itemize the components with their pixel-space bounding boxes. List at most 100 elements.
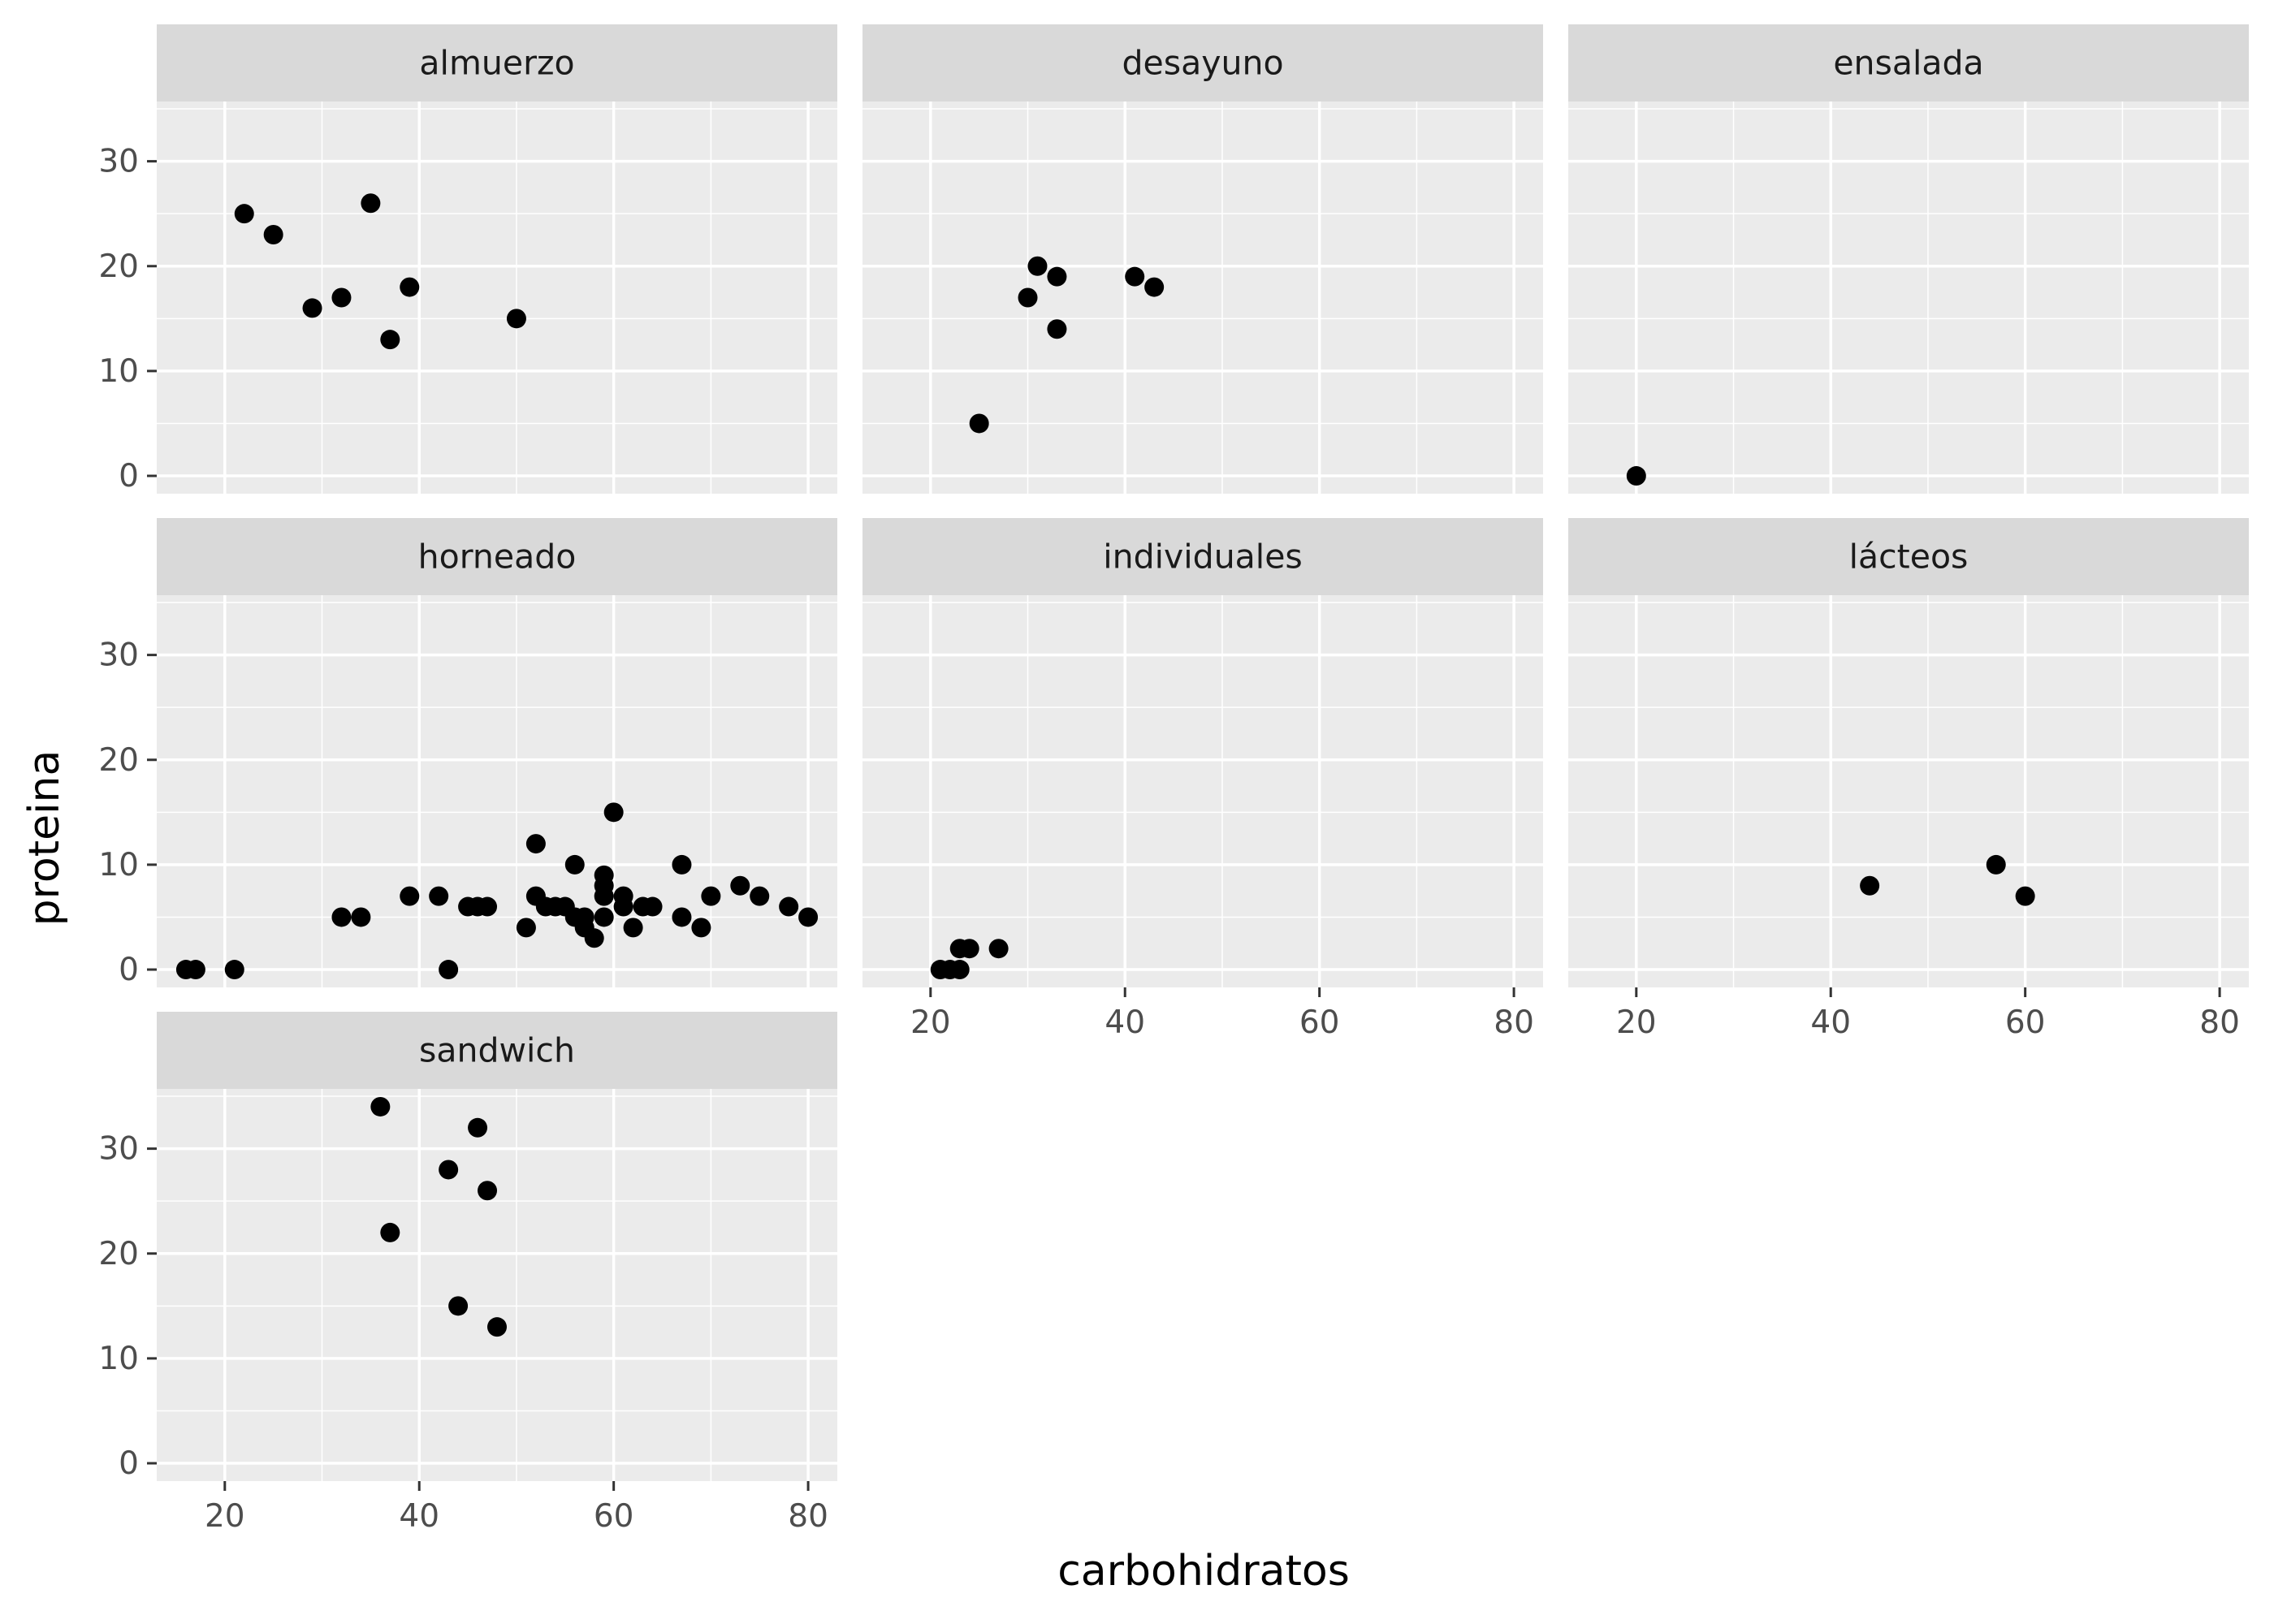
facet-strip [157, 518, 837, 595]
x-tick-label: 40 [399, 1498, 439, 1535]
data-point [351, 907, 371, 927]
x-tick-label: 60 [1299, 1004, 1340, 1041]
y-tick-label: 30 [98, 637, 139, 674]
data-point [1047, 266, 1067, 287]
data-point [516, 918, 536, 938]
data-point [429, 886, 449, 906]
y-tick-label: 10 [98, 353, 139, 390]
data-point [959, 939, 979, 959]
panel-background [1568, 102, 2249, 494]
data-point [1047, 319, 1067, 339]
data-point [750, 886, 770, 906]
facet-horneado: horneado 0 10 20 30 [98, 518, 837, 988]
x-tick-label: 80 [2199, 1004, 2240, 1041]
panel-background [1568, 595, 2249, 987]
facet-individuales: individuales 20 40 60 80 [862, 518, 1543, 1041]
x-axis-title: carbohidratos [1057, 1547, 1350, 1596]
x-tick-label: 80 [788, 1498, 828, 1535]
facet-strip-label: lácteos [1849, 538, 1969, 577]
data-point [779, 896, 799, 917]
data-point [2015, 886, 2035, 906]
data-point [623, 918, 643, 938]
data-point [701, 886, 721, 906]
data-point [224, 960, 244, 980]
facet-strip-label: sandwich [419, 1031, 575, 1070]
data-point [468, 1117, 488, 1138]
data-point [1144, 277, 1165, 297]
data-point [1125, 266, 1145, 287]
data-point [302, 298, 322, 318]
data-point [478, 1181, 498, 1201]
x-tick-label: 80 [1494, 1004, 1534, 1041]
data-point [672, 907, 692, 927]
facet-strip-label: desayuno [1122, 44, 1283, 83]
data-point [400, 277, 420, 297]
data-point [969, 413, 989, 434]
y-tick-label: 0 [119, 458, 139, 495]
x-tick-label: 40 [1105, 1004, 1145, 1041]
data-point [1860, 875, 1880, 896]
facet-sandwich: sandwich 0 10 20 30 20 40 60 80 [98, 1012, 837, 1535]
y-tick-label: 20 [98, 742, 139, 779]
data-point [331, 287, 352, 308]
x-tick-label: 60 [594, 1498, 634, 1535]
y-tick-label: 30 [98, 1131, 139, 1168]
data-point [1027, 256, 1048, 276]
facet-panels: almuerzo 0 10 20 30 desayuno ensalada horneado 0… [98, 24, 2249, 1535]
data-point [448, 1296, 469, 1316]
y-tick-label: 0 [119, 1445, 139, 1482]
data-point [1626, 466, 1646, 486]
y-tick-label: 0 [119, 952, 139, 988]
data-point [400, 886, 420, 906]
data-point [506, 309, 526, 329]
y-tick-label: 20 [98, 1236, 139, 1272]
facet-strip [157, 1012, 837, 1089]
data-point [439, 1160, 459, 1180]
data-point [439, 960, 459, 980]
x-tick-label: 20 [205, 1498, 245, 1535]
data-point [380, 330, 400, 350]
data-point [949, 960, 970, 980]
y-tick-label: 10 [98, 1341, 139, 1377]
data-point [478, 896, 498, 917]
data-point [487, 1317, 507, 1337]
x-tick-label: 40 [1810, 1004, 1851, 1041]
panel-background [157, 1089, 837, 1481]
data-point [672, 854, 692, 875]
panel-background [862, 595, 1543, 987]
facet-strip [1568, 518, 2249, 595]
facet-almuerzo: almuerzo 0 10 20 30 [98, 24, 837, 495]
data-point [525, 834, 546, 854]
facet-ensalada: ensalada [1568, 24, 2249, 494]
x-tick-label: 60 [2005, 1004, 2046, 1041]
data-point [564, 854, 585, 875]
data-point [642, 896, 663, 917]
data-point [331, 907, 352, 927]
y-tick-label: 20 [98, 248, 139, 285]
y-tick-label: 30 [98, 144, 139, 180]
panel-background [157, 102, 837, 494]
facet-strip [1568, 24, 2249, 102]
facet-strip-label: individuales [1103, 538, 1303, 577]
data-point [613, 896, 633, 917]
data-point [691, 918, 711, 938]
y-tick-label: 10 [98, 847, 139, 883]
data-point [1986, 854, 2006, 875]
data-point [361, 193, 381, 214]
data-point [730, 875, 750, 896]
facet-strip [157, 24, 837, 102]
facet-desayuno: desayuno [862, 24, 1543, 494]
data-point [185, 960, 205, 980]
data-point [798, 907, 819, 927]
facet-strip-label: horneado [418, 538, 577, 577]
data-point [594, 907, 614, 927]
facet-strip [862, 518, 1543, 595]
data-point [263, 225, 283, 245]
data-point [234, 204, 254, 224]
x-tick-label: 20 [1616, 1004, 1657, 1041]
data-point [370, 1096, 391, 1116]
panel-background [157, 595, 837, 987]
facet-strip-label: almuerzo [419, 44, 574, 83]
x-tick-label: 20 [910, 1004, 951, 1041]
